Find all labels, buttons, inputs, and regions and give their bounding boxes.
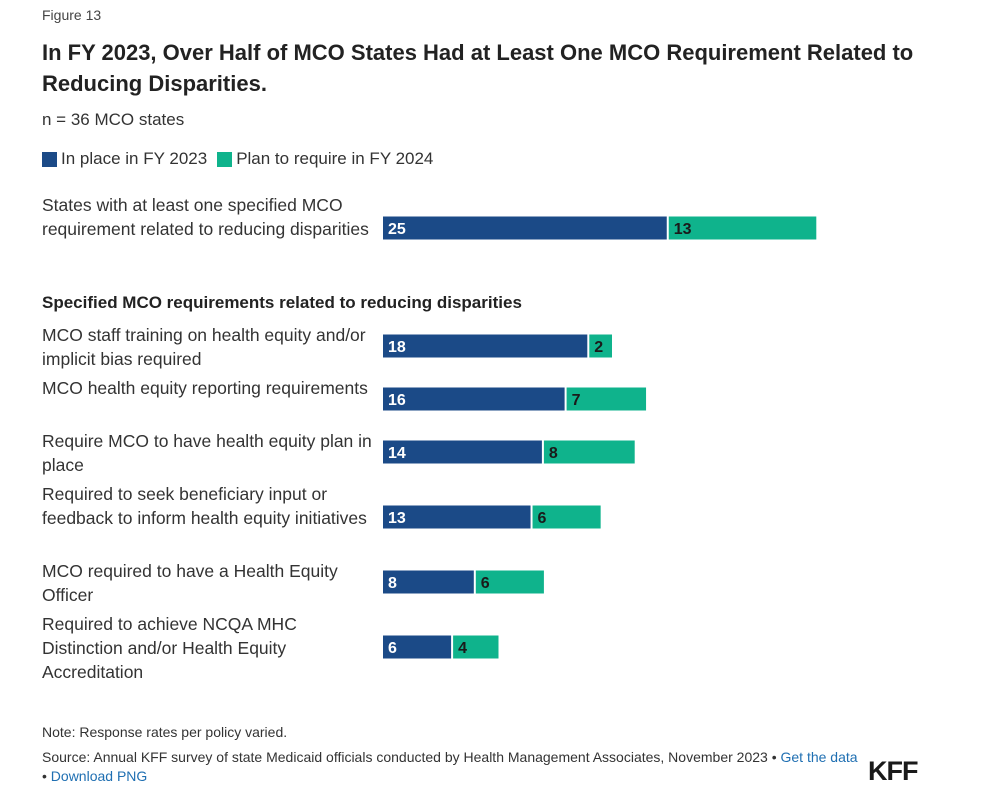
data-label-in-place-1: 18 [388, 339, 406, 356]
chart-note: Note: Response rates per policy varied. [42, 724, 288, 740]
category-label-staff-training: MCO staff training on health equity and/… [42, 325, 366, 369]
chart-subtitle: n = 36 MCO states [42, 110, 185, 129]
source-text: Source: Annual KFF survey of state Medic… [42, 749, 781, 765]
get-the-data-link[interactable]: Get the data [780, 749, 858, 765]
data-label-in-place-5: 8 [388, 575, 397, 592]
bar-in-place-1 [383, 334, 588, 358]
legend: In place in FY 2023 Plan to require in F… [42, 149, 443, 169]
data-label-in-place-6: 6 [388, 640, 397, 657]
data-label-plan-3: 8 [549, 445, 558, 462]
bar-in-place-0 [383, 216, 667, 240]
data-label-in-place-3: 14 [388, 445, 406, 462]
legend-item-plan: Plan to require in FY 2024 [217, 149, 433, 169]
category-label-beneficiary-input: Required to seek beneficiary input or fe… [42, 484, 367, 528]
section-heading: Specified MCO requirements related to re… [42, 293, 522, 312]
bar-in-place-3 [383, 440, 542, 464]
data-label-plan-1: 2 [594, 339, 603, 356]
legend-label-plan: Plan to require in FY 2024 [236, 149, 434, 168]
data-label-in-place-4: 13 [388, 510, 406, 527]
kff-logo: KFF [868, 756, 918, 786]
figure-label: Figure 13 [42, 7, 102, 23]
legend-swatch-in-place [42, 151, 57, 167]
data-label-in-place-2: 16 [388, 392, 406, 409]
bar-plan-3 [543, 440, 635, 464]
category-label-ncqa: Required to achieve NCQA MHC Distinction… [42, 614, 297, 682]
download-png-link[interactable]: Download PNG [50, 768, 148, 784]
data-label-plan-2: 7 [572, 392, 581, 409]
bar-in-place-2 [383, 387, 565, 411]
data-label-plan-4: 6 [538, 510, 547, 527]
bar-in-place-6 [383, 635, 452, 659]
category-label-reporting: MCO health equity reporting requirements [42, 378, 368, 398]
data-label-in-place-0: 25 [388, 221, 406, 238]
bar-plan-4 [532, 505, 601, 529]
category-label-any-requirement: States with at least one specified MCO r… [42, 195, 369, 239]
data-label-plan-0: 13 [674, 221, 692, 238]
bar-in-place-4 [383, 505, 531, 529]
legend-swatch-plan [217, 151, 233, 167]
bar-plan-1 [589, 334, 612, 358]
category-label-equity-plan: Require MCO to have health equity plan i… [42, 431, 372, 475]
bar-plan-2 [566, 387, 647, 411]
legend-label-in-place: In place in FY 2023 [61, 149, 208, 168]
chart-title: In FY 2023, Over Half of MCO States Had … [42, 40, 914, 96]
category-label-equity-officer: MCO required to have a Health Equity Off… [42, 561, 338, 605]
bar-plan-0 [668, 216, 817, 240]
bar-plan-5 [475, 570, 544, 594]
data-label-plan-6: 4 [458, 640, 467, 657]
legend-item-in-place: In place in FY 2023 [42, 149, 207, 169]
data-label-plan-5: 6 [481, 575, 490, 592]
chart-source: Source: Annual KFF survey of state Medic… [42, 748, 862, 786]
bar-in-place-5 [383, 570, 474, 594]
source-separator: • [42, 768, 51, 784]
bar-plan-6 [453, 635, 499, 659]
